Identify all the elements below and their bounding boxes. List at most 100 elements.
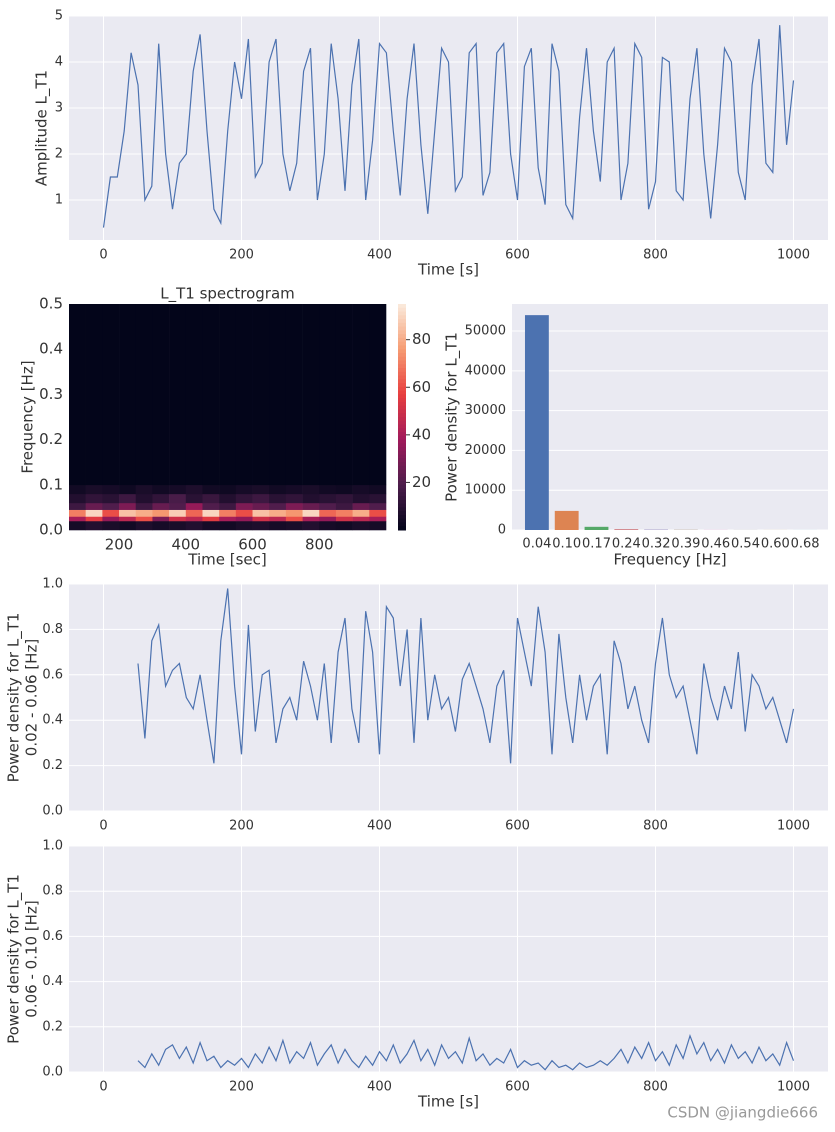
heatmap-cell	[69, 493, 86, 504]
colorbar-segment	[398, 496, 406, 501]
heatmap-cell	[235, 516, 253, 522]
heatmap-cell	[302, 516, 320, 522]
heatmap-cell	[285, 484, 303, 495]
heatmap-cell	[219, 493, 237, 504]
y-tick-label: 2	[55, 146, 63, 161]
y-axis-label: 0.06 - 0.10 [Hz]	[23, 900, 41, 1017]
heatmap-cell	[335, 484, 353, 495]
y-axis-label: Frequency [Hz]	[19, 360, 37, 473]
heatmap-cell	[235, 520, 253, 531]
plot-background	[69, 16, 828, 240]
colorbar-segment	[398, 458, 406, 463]
y-tick-label: 0.2	[42, 1019, 63, 1034]
heatmap-cell	[252, 304, 270, 486]
heatmap-cell	[135, 509, 153, 517]
heatmap-cell	[119, 516, 137, 522]
x-axis-label: Time [sec]	[187, 551, 266, 569]
heatmap-cell	[235, 493, 253, 504]
colorbar-segment	[398, 465, 406, 471]
heatmap-cell	[69, 520, 86, 531]
heatmap-cell	[69, 304, 86, 486]
line-series	[102, 25, 795, 228]
x-tick-label: 800	[643, 248, 668, 263]
colorbar-segment	[398, 469, 406, 474]
colorbar-segment	[398, 352, 406, 358]
heatmap-cell	[85, 484, 103, 495]
heatmap-cell	[102, 516, 120, 522]
heatmap-cell	[235, 502, 253, 510]
heatmap-cell	[285, 509, 303, 517]
heatmap-cell	[269, 502, 287, 510]
heatmap-cell	[135, 304, 153, 486]
colorbar-segment	[398, 371, 406, 377]
x-tick-label: 0.46	[701, 537, 730, 552]
heatmap-cell	[319, 509, 337, 517]
watermark: CSDN @jiangdie666	[667, 1104, 818, 1122]
heatmap-cell	[119, 509, 137, 517]
colorbar-segment	[398, 304, 406, 309]
y-tick-label: 0.2	[39, 430, 63, 448]
x-tick-label: 800	[643, 1080, 668, 1095]
y-tick-label: 0.4	[42, 974, 63, 989]
line-series	[137, 1033, 795, 1071]
heatmap-cell	[152, 520, 170, 531]
y-tick-label: 3	[55, 100, 63, 115]
y-tick-label: 1	[55, 192, 63, 207]
heatmap-cell	[335, 493, 353, 504]
heatmap-cell	[285, 502, 303, 510]
heatmap-cell	[185, 493, 203, 504]
heatmap-cell	[135, 516, 153, 522]
x-tick-label: 0	[99, 819, 107, 834]
colorbar-segment	[398, 454, 406, 459]
x-tick-label: 0	[99, 248, 107, 263]
heatmap-cell	[269, 516, 287, 522]
heatmap-cell	[235, 509, 253, 517]
colorbar-segment	[398, 503, 406, 508]
heatmap-cell	[219, 509, 237, 517]
colorbar-tick-label: 60	[412, 378, 431, 396]
heatmap-cell	[269, 520, 287, 531]
colorbar-segment	[398, 417, 406, 422]
x-tick-label: 0.68	[791, 537, 820, 552]
plot-background	[69, 846, 828, 1072]
colorbar-segment	[398, 356, 406, 361]
colorbar-segment	[398, 511, 406, 516]
heatmap-cell	[352, 493, 370, 504]
heatmap-cell	[335, 304, 353, 486]
heatmap-cell	[285, 520, 303, 531]
heatmap-cell	[169, 516, 187, 522]
heatmap-cell	[319, 493, 337, 504]
y-tick-label: 0.5	[39, 295, 63, 313]
heatmap-cell	[302, 484, 320, 495]
colorbar-segment	[398, 473, 406, 478]
heatmap-cell	[152, 493, 170, 504]
heatmap-cell	[152, 484, 170, 495]
y-tick-label: 0	[498, 523, 506, 538]
colorbar-segment	[398, 405, 406, 410]
heatmap-cell	[252, 516, 270, 522]
x-tick-label: 0.04	[522, 537, 551, 552]
colorbar-segment	[398, 383, 406, 388]
colorbar-segment	[398, 499, 406, 505]
heatmap-cell	[352, 484, 370, 495]
heatmap-cell	[169, 484, 187, 495]
heatmap-cell	[219, 516, 237, 522]
heatmap-cell	[69, 516, 86, 522]
heatmap-cell	[169, 509, 187, 517]
y-tick-label: 0.3	[39, 385, 63, 403]
heatmap-cell	[135, 484, 153, 495]
y-tick-label: 0.6	[42, 929, 63, 944]
x-tick-label: 600	[238, 536, 267, 554]
heatmap-cell	[252, 493, 270, 504]
colorbar-segment	[398, 424, 406, 429]
x-tick-label: 0.60	[761, 537, 790, 552]
heatmap-cell	[219, 520, 237, 531]
heatmap-cell	[185, 502, 203, 510]
heatmap-cell	[135, 520, 153, 531]
heatmap-cell	[369, 304, 387, 486]
colorbar-segment	[398, 326, 406, 331]
colorbar-tick-label: 40	[412, 425, 431, 443]
y-tick-label: 0.0	[42, 804, 63, 819]
x-tick-label: 600	[505, 248, 530, 263]
heatmap-cell	[202, 516, 220, 522]
